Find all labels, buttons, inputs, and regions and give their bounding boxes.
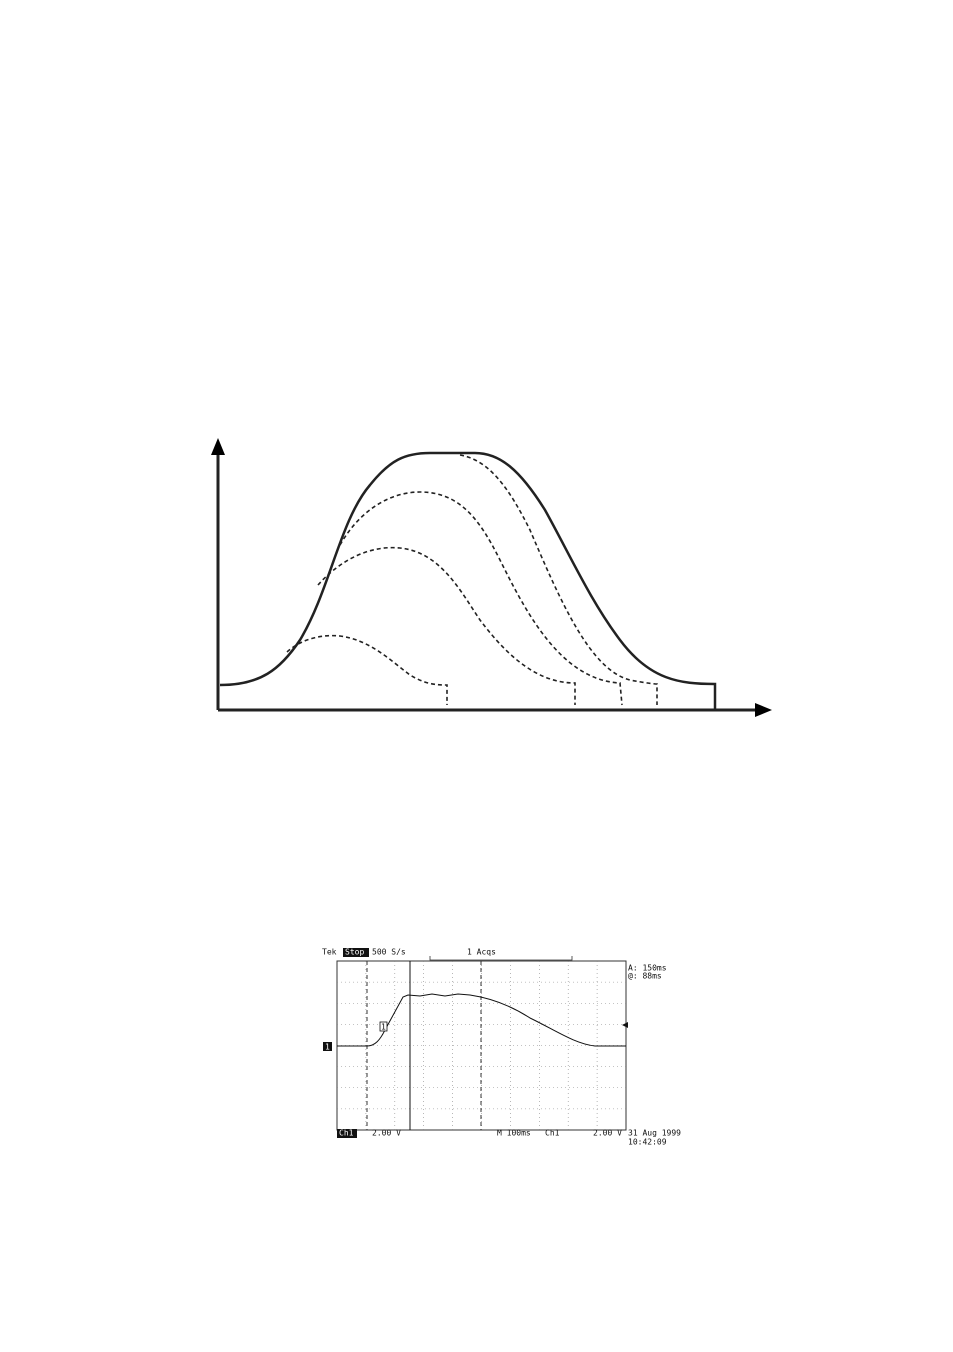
oscilloscope-figure: Tek Stop 500 S/s 1 Acqs A: 150ms @: 88ms… xyxy=(322,948,681,1147)
envelope-curve xyxy=(219,451,717,710)
trigger-arrow xyxy=(622,1022,628,1028)
trigger-level: 2.00 V xyxy=(593,1129,622,1138)
record-bar xyxy=(429,956,573,961)
brand: Tek xyxy=(322,948,337,957)
dashed-curve xyxy=(286,634,448,705)
footer-channel: Ch1 xyxy=(339,1129,354,1138)
x-arrow xyxy=(755,703,772,717)
trigger-source: Ch1 xyxy=(545,1129,560,1138)
vertical-scale: 2.00 V xyxy=(372,1129,401,1138)
date: 31 Aug 1999 xyxy=(628,1129,681,1138)
dashed-curves xyxy=(286,454,658,706)
curve-figure xyxy=(211,438,772,717)
timebase: M 100ms xyxy=(497,1129,531,1138)
channel-marker-box xyxy=(323,1042,332,1051)
trace-marker: 1 xyxy=(381,1023,386,1032)
dashed-curve xyxy=(339,491,623,706)
acquisitions: 1 Acqs xyxy=(467,948,496,957)
scope-trace xyxy=(337,993,626,1047)
y-arrow xyxy=(211,438,225,455)
status: Stop xyxy=(345,948,364,957)
dashed-curve xyxy=(317,546,576,705)
cursor-delta: A: 150ms xyxy=(628,964,667,973)
status-badge xyxy=(343,948,369,957)
channel-marker: 1 xyxy=(325,1043,330,1052)
dashed-curve xyxy=(459,454,658,705)
time: 10:42:09 xyxy=(628,1138,667,1147)
cursor-position: @: 88ms xyxy=(628,972,662,981)
channel-badge xyxy=(337,1129,357,1138)
sample-rate: 500 S/s xyxy=(372,948,406,957)
trace-marker-box xyxy=(379,1021,388,1032)
